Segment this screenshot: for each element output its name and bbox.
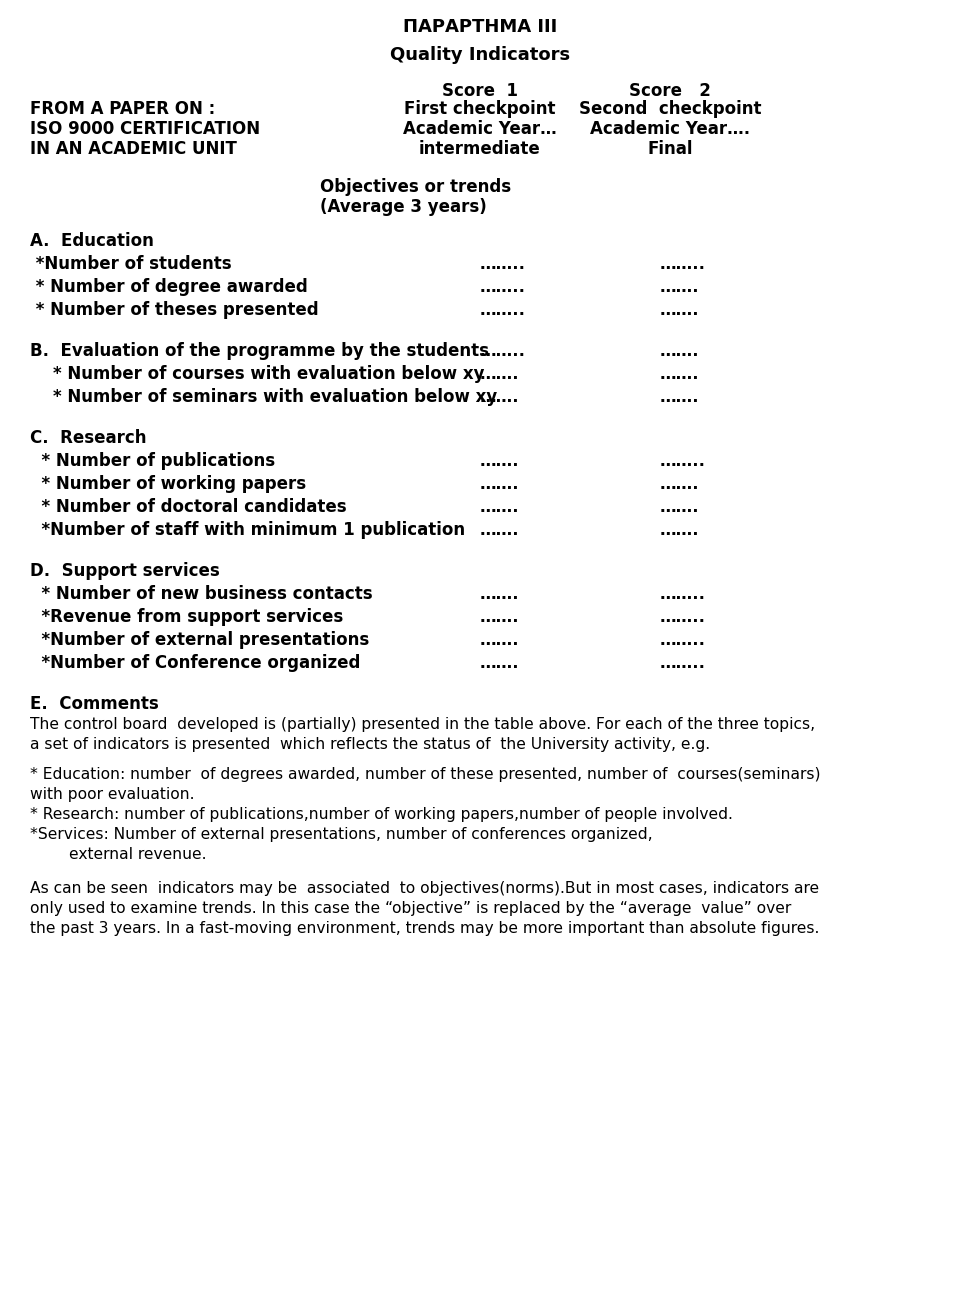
Text: *Services: Number of external presentations, number of conferences organized,: *Services: Number of external presentati…	[30, 827, 653, 842]
Text: ……..: ……..	[480, 279, 526, 295]
Text: the past 3 years. In a fast-moving environment, trends may be more important tha: the past 3 years. In a fast-moving envir…	[30, 921, 820, 937]
Text: …….: …….	[480, 521, 519, 539]
Text: Second  checkpoint: Second checkpoint	[579, 101, 761, 117]
Text: …….: …….	[660, 475, 700, 493]
Text: …….: …….	[660, 279, 700, 295]
Text: *Number of students: *Number of students	[30, 255, 231, 273]
Text: * Number of doctoral candidates: * Number of doctoral candidates	[30, 498, 347, 516]
Text: ……..: ……..	[660, 608, 706, 626]
Text: …….: …….	[480, 475, 519, 493]
Text: ΠΑΡΑΡΤΗΜΑ III: ΠΑΡΑΡΤΗΜΑ III	[403, 18, 557, 36]
Text: A.  Education: A. Education	[30, 232, 154, 250]
Text: IN AN ACADEMIC UNIT: IN AN ACADEMIC UNIT	[30, 141, 237, 157]
Text: …….: …….	[660, 498, 700, 516]
Text: a set of indicators is presented  which reflects the status of  the University a: a set of indicators is presented which r…	[30, 737, 710, 752]
Text: (Average 3 years): (Average 3 years)	[320, 197, 487, 215]
Text: D.  Support services: D. Support services	[30, 562, 220, 581]
Text: ……..: ……..	[480, 342, 526, 360]
Text: ISO 9000 CERTIFICATION: ISO 9000 CERTIFICATION	[30, 120, 260, 138]
Text: ……..: ……..	[660, 255, 706, 273]
Text: …….: …….	[660, 301, 700, 319]
Text: …….: …….	[480, 584, 519, 602]
Text: * Number of theses presented: * Number of theses presented	[30, 301, 319, 319]
Text: *Number of external presentations: *Number of external presentations	[30, 631, 370, 649]
Text: ……..: ……..	[480, 255, 526, 273]
Text: only used to examine trends. In this case the “objective” is replaced by the “av: only used to examine trends. In this cas…	[30, 900, 791, 916]
Text: * Number of new business contacts: * Number of new business contacts	[30, 584, 372, 602]
Text: * Number of seminars with evaluation below xy: * Number of seminars with evaluation bel…	[30, 388, 497, 406]
Text: …….: …….	[480, 365, 519, 383]
Text: ……..: ……..	[660, 631, 706, 649]
Text: …….: …….	[480, 654, 519, 672]
Text: ……..: ……..	[660, 451, 706, 470]
Text: *Number of staff with minimum 1 publication: *Number of staff with minimum 1 publicat…	[30, 521, 466, 539]
Text: …….: …….	[480, 631, 519, 649]
Text: …….: …….	[480, 451, 519, 470]
Text: The control board  developed is (partially) presented in the table above. For ea: The control board developed is (partiall…	[30, 717, 815, 731]
Text: intermediate: intermediate	[420, 141, 540, 157]
Text: Final: Final	[647, 141, 693, 157]
Text: …….: …….	[480, 388, 519, 406]
Text: Quality Indicators: Quality Indicators	[390, 46, 570, 64]
Text: As can be seen  indicators may be  associated  to objectives(norms).But in most : As can be seen indicators may be associa…	[30, 881, 819, 897]
Text: …….: …….	[660, 365, 700, 383]
Text: ……..: ……..	[480, 301, 526, 319]
Text: FROM A PAPER ON :: FROM A PAPER ON :	[30, 101, 215, 117]
Text: Score   2: Score 2	[629, 83, 711, 101]
Text: …….: …….	[660, 521, 700, 539]
Text: ……..: ……..	[660, 584, 706, 602]
Text: *Number of Conference organized: *Number of Conference organized	[30, 654, 360, 672]
Text: external revenue.: external revenue.	[30, 848, 206, 862]
Text: …….: …….	[660, 342, 700, 360]
Text: * Number of working papers: * Number of working papers	[30, 475, 306, 493]
Text: E.  Comments: E. Comments	[30, 695, 158, 713]
Text: * Number of degree awarded: * Number of degree awarded	[30, 279, 308, 295]
Text: …….: …….	[480, 608, 519, 626]
Text: Academic Year….: Academic Year….	[590, 120, 750, 138]
Text: …….: …….	[660, 388, 700, 406]
Text: Objectives or trends: Objectives or trends	[320, 178, 511, 196]
Text: Academic Year…: Academic Year…	[403, 120, 557, 138]
Text: C.  Research: C. Research	[30, 430, 147, 448]
Text: …….: …….	[480, 498, 519, 516]
Text: *Revenue from support services: *Revenue from support services	[30, 608, 344, 626]
Text: B.  Evaluation of the programme by the students: B. Evaluation of the programme by the st…	[30, 342, 489, 360]
Text: * Number of courses with evaluation below xy: * Number of courses with evaluation belo…	[30, 365, 485, 383]
Text: Score  1: Score 1	[442, 83, 518, 101]
Text: with poor evaluation.: with poor evaluation.	[30, 787, 195, 802]
Text: * Research: number of publications,number of working papers,number of people inv: * Research: number of publications,numbe…	[30, 808, 732, 822]
Text: ……..: ……..	[660, 654, 706, 672]
Text: * Education: number  of degrees awarded, number of these presented, number of  c: * Education: number of degrees awarded, …	[30, 768, 821, 782]
Text: * Number of publications: * Number of publications	[30, 451, 276, 470]
Text: First checkpoint: First checkpoint	[404, 101, 556, 117]
